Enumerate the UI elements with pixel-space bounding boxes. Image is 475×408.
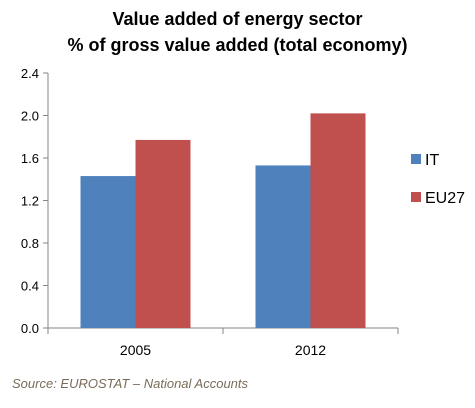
y-tick-label: 0.4: [21, 279, 39, 294]
source-note: Source: EUROSTAT – National Accounts: [12, 376, 249, 391]
y-tick-label: 0.0: [21, 321, 39, 336]
y-tick-label: 2.4: [21, 66, 39, 81]
y-tick-label: 1.2: [21, 194, 39, 209]
y-tick-label: 0.8: [21, 236, 39, 251]
chart-title: Value added of energy sector: [112, 9, 363, 29]
bar-it-2012: [255, 165, 311, 328]
y-tick-label: 2.0: [21, 109, 39, 124]
x-category-label: 2012: [295, 342, 326, 358]
legend-swatch-eu27: [411, 192, 421, 202]
x-category-label: 2005: [120, 342, 151, 358]
legend-swatch-it: [411, 154, 421, 164]
bar-it-2005: [80, 176, 136, 328]
legend-label-eu27: EU27: [425, 190, 465, 207]
legend-label-it: IT: [425, 152, 439, 169]
chart-subtitle: % of gross value added (total economy): [67, 35, 408, 55]
y-tick-label: 1.6: [21, 151, 39, 166]
bar-eu27-2005: [135, 139, 191, 328]
bar-eu27-2012: [310, 113, 366, 328]
